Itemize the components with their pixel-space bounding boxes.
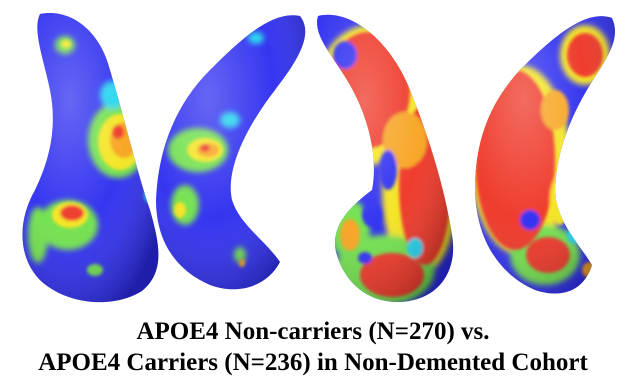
- hippocampus-view-2: [156, 15, 306, 290]
- figure-caption: APOE4 Non-carriers (N=270) vs. APOE4 Car…: [0, 316, 626, 378]
- hippocampus-view-1: [22, 13, 159, 303]
- hippocampus-view-4: [475, 16, 615, 294]
- caption-line-1: APOE4 Non-carriers (N=270) vs.: [136, 318, 490, 345]
- caption-line-2: APOE4 Carriers (N=236) in Non-Demented C…: [38, 349, 588, 376]
- hippocampus-view-3: [317, 14, 454, 303]
